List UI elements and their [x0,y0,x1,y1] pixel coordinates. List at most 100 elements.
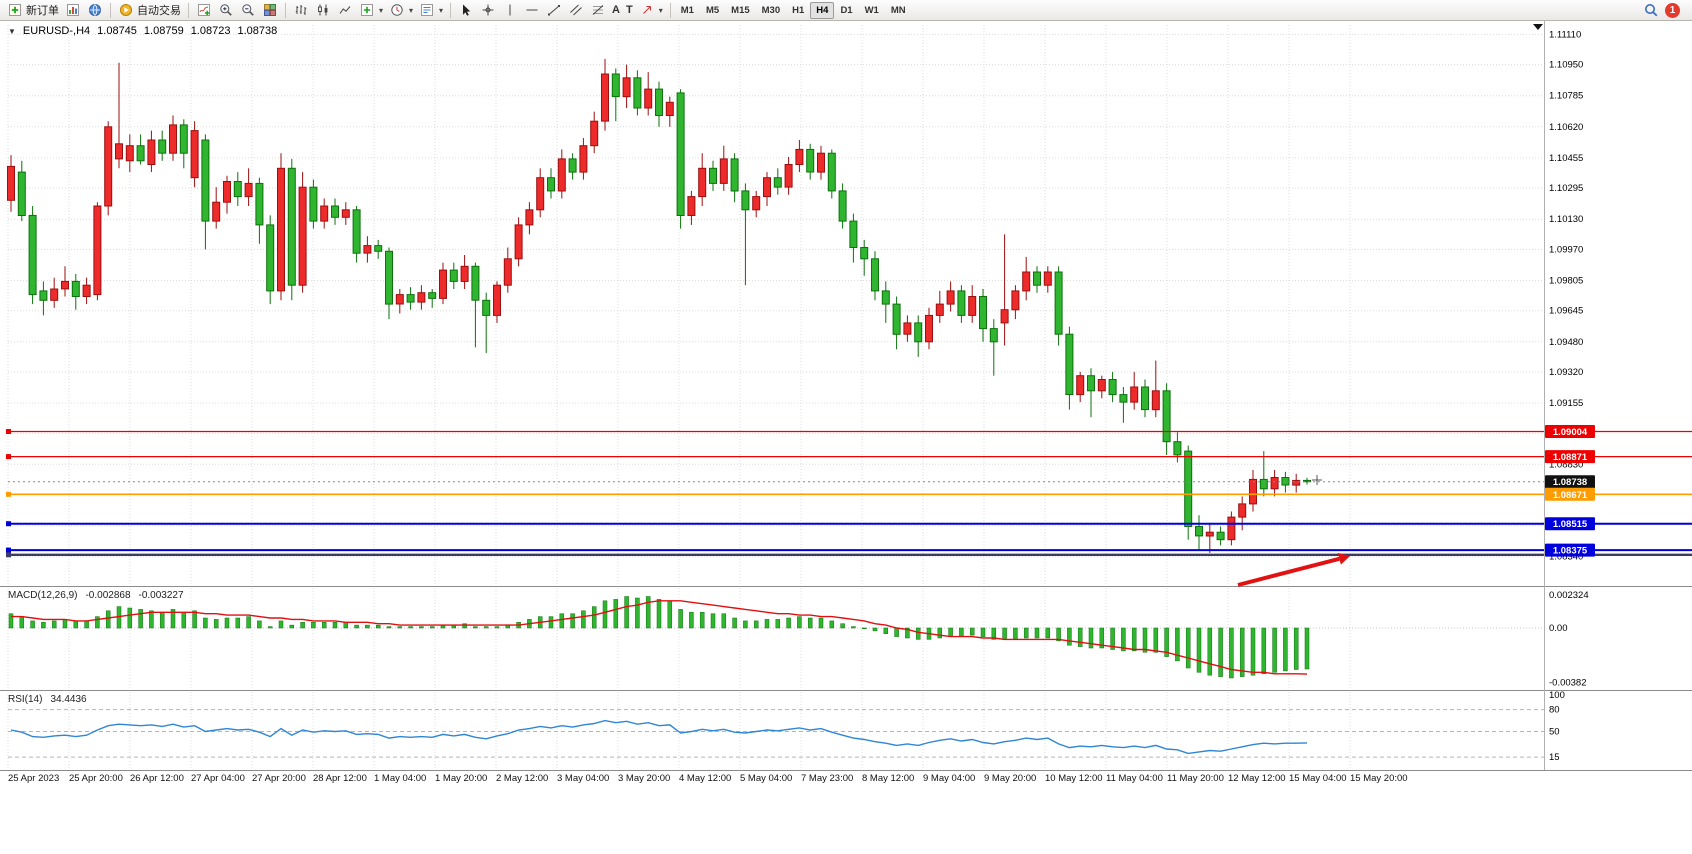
time-label: 1 May 20:00 [435,773,487,784]
macd-histogram-bar [699,612,705,629]
axis-menu-icon[interactable] [1533,24,1543,30]
macd-histogram-bar [861,627,867,630]
indicators-button[interactable] [193,1,215,20]
macd-histogram-bar [41,622,46,629]
candle-body [914,322,923,343]
tile-windows-button[interactable] [259,1,281,20]
macd-histogram-bar [818,617,824,629]
label-tool-button[interactable]: T [623,1,636,20]
macd-histogram-bar [95,616,100,629]
timeframe-mn[interactable]: MN [885,2,912,19]
candle-body [417,292,426,303]
timeframe-h1[interactable]: H1 [786,2,810,19]
candle-body [1065,333,1074,396]
arrow-tool-icon [639,2,655,18]
hline-edge-marker[interactable] [6,552,11,558]
time-label: 15 May 20:00 [1350,773,1408,784]
high-value: 1.08759 [143,25,184,37]
macd-histogram-bar [991,627,997,640]
chart-plot-area[interactable] [8,25,1544,770]
candle-body [482,299,491,316]
cursor-tool-button[interactable] [455,1,477,20]
search-button[interactable] [1640,1,1662,20]
indicators-icon [196,2,212,18]
macd-histogram-bar [764,619,770,629]
candle-body [881,290,890,305]
candle-body [568,158,577,173]
macd-histogram-bar [30,620,35,629]
candle-body [287,167,296,286]
macd-histogram-bar [473,626,478,629]
toolbar-separator [450,2,452,18]
text-tool-button[interactable]: A [609,1,623,20]
auto-trading-button[interactable]: 自动交易 [115,1,184,20]
hline-edge-marker[interactable] [6,547,11,553]
line-chart-mode-button[interactable] [334,1,356,20]
candle-body [860,247,869,260]
macd-histogram-bar [980,627,986,637]
hline-edge-marker[interactable] [6,521,11,527]
candle-body [1205,531,1214,537]
vertical-line-tool-button[interactable] [499,1,521,20]
crosshair-tool-button[interactable] [477,1,499,20]
macd-histogram-bar [1250,627,1256,676]
price-axis[interactable] [1544,21,1692,770]
macd-histogram-bar [1218,627,1223,677]
trendline-tool-button[interactable] [543,1,565,20]
new-order-button[interactable]: 新订单 [4,1,62,20]
macd-histogram-bar [365,624,370,629]
notification-badge[interactable]: 1 [1665,2,1680,18]
candle-body [579,145,588,173]
zoom-in-button[interactable] [215,1,237,20]
candle-body [784,164,793,188]
add-indicator-dropdown[interactable]: ▾ [356,1,386,20]
candle-body [363,245,372,254]
time-label: 27 Apr 04:00 [191,773,245,784]
candle-body [1097,379,1106,392]
time-label: 8 May 12:00 [862,773,914,784]
hline-edge-marker[interactable] [6,491,11,497]
candle-body [1054,271,1063,335]
candle-body [1087,375,1095,392]
horizontal-line-tool-button[interactable] [521,1,543,20]
timeframe-m15[interactable]: M15 [725,2,755,19]
macd-histogram-bar [743,620,748,629]
macd-histogram-bar [311,622,316,629]
templates-dropdown[interactable]: ▾ [416,1,446,20]
candle-body [979,296,987,330]
add-indicator-icon [359,2,375,18]
zoom-out-button[interactable] [237,1,259,20]
hline-edge-marker[interactable] [6,454,11,460]
arrows-tool-dropdown[interactable]: ▾ [636,1,666,20]
timeframe-d1[interactable]: D1 [834,2,858,19]
line-chart-icon [337,2,353,18]
hline-edge-marker[interactable] [6,429,11,434]
new-chart-button[interactable] [62,1,84,20]
periods-dropdown[interactable]: ▾ [386,1,416,20]
chevron-down-icon: ▾ [379,5,384,15]
trend-arrow[interactable] [1237,556,1340,587]
candle-body [428,292,437,299]
macd-histogram-bar [689,612,694,629]
macd-histogram-bar [1088,627,1094,649]
timeframe-m5[interactable]: M5 [700,2,725,19]
timeframe-h4[interactable]: H4 [810,1,835,19]
channel-tool-button[interactable] [565,1,587,20]
price-badge-text: 1.08375 [1553,546,1588,557]
one-click-trading-toggle[interactable]: ▼ [8,26,16,36]
bar-chart-mode-button[interactable] [290,1,312,20]
timeframe-m1[interactable]: M1 [675,2,700,19]
text-tool-icon: A [612,4,620,16]
candle-body [1011,290,1020,311]
candle-body [374,245,383,252]
profiles-button[interactable] [84,1,106,20]
fibonacci-tool-button[interactable] [587,1,609,20]
macd-histogram-bar [1056,627,1061,642]
time-label: 11 May 04:00 [1106,773,1163,784]
trend-arrow-head[interactable] [1337,552,1350,565]
candlestick-mode-button[interactable] [312,1,334,20]
timeframe-m30[interactable]: M30 [756,2,786,19]
timeframe-w1[interactable]: W1 [859,2,885,19]
macd-histogram-bar [289,624,295,629]
